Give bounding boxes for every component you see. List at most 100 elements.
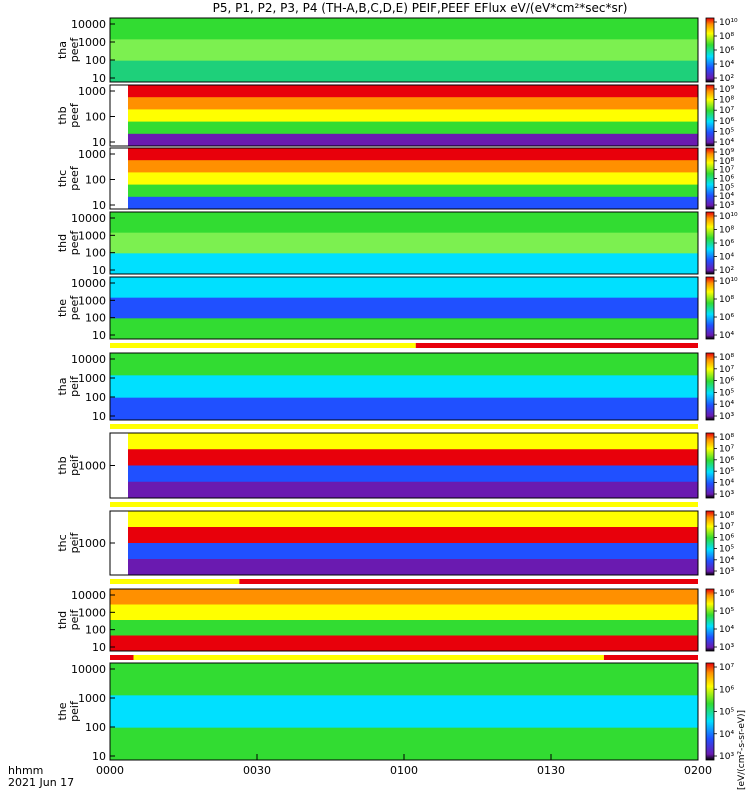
colorbar-tick-label: 10⁴ [719,331,734,341]
spectro-band [110,375,698,399]
colorbar-tick-label: 10⁶ [719,685,734,695]
spectro-band [128,559,698,576]
y-tick-label: 100 [85,54,106,67]
spectro-band [110,397,698,421]
colorbar-tick-label: 10⁵ [719,127,734,137]
spectro-band [128,133,698,147]
x-tick-label: 0000 [96,764,124,777]
spectro-band [110,318,698,340]
colorbar-tick-label: 10¹⁰ [719,18,738,28]
x-tick-label: 0030 [243,764,271,777]
spectro-band [128,121,698,135]
panel-frame [109,276,699,340]
spectro-band [128,97,698,110]
spectro-band [128,160,698,173]
spectro-band [110,620,698,636]
y-tick-label: 10000 [71,663,106,676]
y-axis-label: thepeef [56,295,81,321]
colorbar [705,432,715,499]
spectro-band [110,18,698,40]
colorbar-tick-label: 10⁴ [719,138,734,148]
y-axis-label: thapeef [56,37,81,63]
spectro-band [110,353,698,376]
panel-the-peef: 10 100 1000 10000 thepeef 10⁴ 10⁶ 10⁸ 10¹⁰ [56,276,738,342]
spectro-band [128,148,698,161]
panel-frame [109,211,699,275]
status-bar-segment [239,579,699,584]
spectro-band [110,212,698,234]
colorbar-tick-label: 10⁷ [719,365,734,375]
y-tick-label: 100 [85,312,106,325]
spectro-band [110,297,698,319]
status-bar-segment [110,579,240,584]
colorbar-tick-label: 10⁶ [719,589,734,599]
y-tick-label: 10 [92,329,106,342]
colorbar-tick-label: 10⁵ [719,607,734,617]
y-tick-label: 10 [92,264,106,277]
spectro-band [128,109,698,123]
colorbar-tick-label: 10³ [719,412,734,422]
y-tick-label: 100 [85,624,106,637]
spectro-band [128,465,698,483]
panels-group: 10100100010000thapeef10²10⁴10⁶10⁸10¹⁰101… [56,17,738,763]
time-label: hhmm [8,764,43,777]
colorbar-tick-label: 10⁶ [719,533,734,543]
y-tick-label: 100 [85,247,106,260]
date-label: 2021 Jun 17 [8,776,74,789]
colorbar-tick-label: 10⁸ [719,157,734,167]
colorbar-tick-label: 10⁸ [719,226,734,236]
y-axis-label: thbpeef [56,102,81,128]
colorbar-tick-label: 10⁹ [719,85,734,95]
y-tick-label: 1000 [78,148,106,161]
y-tick-label: 1000 [78,692,106,705]
status-bar-segment [415,343,698,348]
colorbar-tick-label: 10³ [719,567,734,577]
spectro-band [110,604,698,621]
colorbar-unit-label: [eV/(cm²-s-sr-eV)] [737,710,747,790]
colorbar-tick-label: 10⁸ [719,32,734,42]
y-axis-label: thdpeef [56,230,81,256]
panel-tha-peef: 10 100 1000 10000 thapeef 10² 10⁴ 10⁶ 10⁸ 10¹⁰ [56,17,738,85]
colorbar-tick-label: 10³ [719,643,734,653]
figure-title: P5, P1, P2, P3, P4 (TH-A,B,C,D,E) PEIF,P… [213,1,628,15]
colorbar-tick-label: 10⁵ [719,388,734,398]
colorbar-tick-label: 10⁴ [719,400,734,410]
y-tick-label: 10 [92,641,106,654]
status-bar-segment [110,343,416,348]
colorbar-tick-label: 10⁸ [719,295,734,305]
status-bar-segment [603,655,698,660]
colorbar-tick-label: 10⁵ [719,467,734,477]
x-tick-label: 0200 [684,764,712,777]
y-tick-label: 1000 [78,229,106,242]
spectro-band [128,184,698,198]
spectro-band [128,196,698,210]
colorbar-tick-label: 10⁶ [719,117,734,127]
y-axis-label: thcpeif [56,532,81,554]
colorbar-tick-label: 10⁶ [719,456,734,466]
y-tick-label: 100 [85,174,106,187]
status-bar-segment [133,655,604,660]
colorbar-tick-label: 10⁴ [719,625,734,635]
panel-frame [109,588,699,652]
colorbar [705,211,715,275]
colorbar-tick-label: 10⁸ [719,353,734,363]
y-axis-label: thapeif [56,375,81,397]
spectro-band [128,527,698,544]
colorbar [705,588,715,652]
spectro-band [110,589,698,605]
colorbar-tick-label: 10⁶ [719,313,734,323]
colorbar-tick-label: 10⁹ [719,148,734,158]
colorbar-tick-label: 10⁵ [719,545,734,555]
spectro-band [128,511,698,528]
spectro-band [110,39,698,62]
colorbar-tick-label: 10⁸ [719,96,734,106]
spectro-band [128,543,698,560]
colorbar-tick-label: 10¹⁰ [719,212,738,222]
colorbar-tick-label: 10⁶ [719,239,734,249]
y-tick-label: 10 [92,410,106,423]
y-tick-label: 1000 [78,460,106,473]
